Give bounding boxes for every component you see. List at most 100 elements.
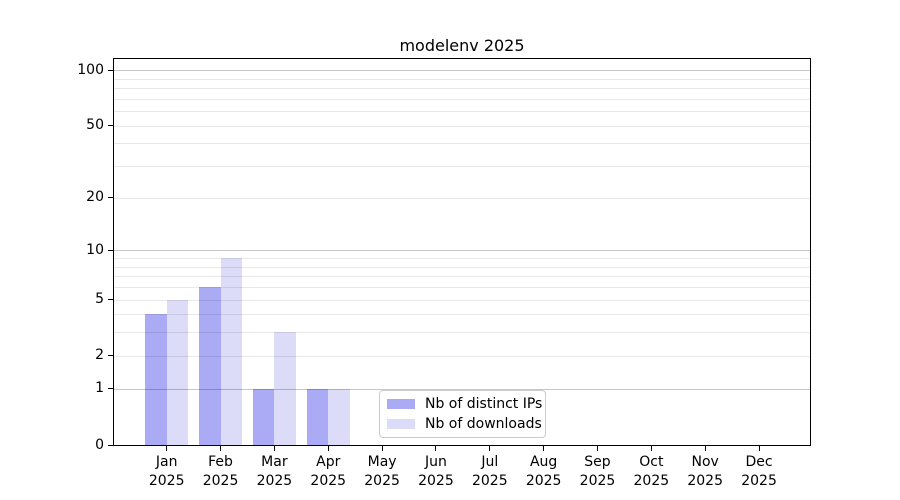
x-axis-tick-label: Oct 2025 xyxy=(621,453,681,491)
y-axis-tick-label: 10 xyxy=(86,241,104,258)
x-label-year: 2025 xyxy=(579,473,616,489)
x-axis-tick-label: Jan 2025 xyxy=(137,453,197,491)
bar-distinct-ips-feb xyxy=(199,286,221,445)
x-label-month: May xyxy=(367,454,397,470)
bar-downloads-mar xyxy=(274,332,296,445)
gridline-minor xyxy=(114,286,810,288)
x-axis-tick xyxy=(597,446,598,451)
gridline-minor xyxy=(114,98,810,100)
bar-downloads-jan xyxy=(166,299,189,445)
x-label-month: Feb xyxy=(208,454,233,470)
x-label-month: Dec xyxy=(745,454,773,470)
x-axis-tick xyxy=(758,446,760,451)
plot-canvas xyxy=(114,59,810,445)
bar-distinct-ips-jan xyxy=(145,314,167,445)
legend: Nb of distinct IPs Nb of downloads xyxy=(379,390,546,438)
x-label-month: Jul xyxy=(481,454,499,470)
y-axis-tick xyxy=(108,249,113,251)
chart-title: modelenv 2025 xyxy=(399,36,525,55)
gridline-minor xyxy=(114,88,810,90)
y-axis-tick-label: 2 xyxy=(95,347,104,364)
x-axis-tick xyxy=(543,446,545,451)
x-label-month: Mar xyxy=(261,454,288,470)
legend-swatch-downloads xyxy=(387,419,415,429)
gridline-major xyxy=(114,70,810,72)
gridline-minor xyxy=(114,332,810,334)
y-axis-tick-label: 1 xyxy=(95,380,104,397)
x-axis-tick xyxy=(650,446,652,451)
x-axis-tick xyxy=(327,446,329,451)
x-axis-tick-label: Sep 2025 xyxy=(568,453,628,491)
x-label-year: 2025 xyxy=(364,473,400,489)
gridline-major xyxy=(114,250,810,252)
y-axis-tick xyxy=(108,355,113,357)
legend-item-distinct-ips: Nb of distinct IPs xyxy=(380,394,545,414)
x-axis-tick xyxy=(489,446,491,451)
gridline-minor xyxy=(114,314,810,316)
gridline-minor xyxy=(114,355,810,357)
gridline-minor xyxy=(114,111,810,113)
x-label-year: 2025 xyxy=(633,473,670,489)
y-axis-tick-label: 0 xyxy=(95,436,104,453)
x-axis-tick-label: May 2025 xyxy=(352,453,412,491)
y-axis-tick xyxy=(108,299,113,300)
bar-downloads-apr xyxy=(328,388,350,445)
gridline-minor xyxy=(114,78,810,80)
x-label-month: Apr xyxy=(316,454,341,470)
x-label-year: 2025 xyxy=(741,473,777,489)
x-axis-tick-label: Jun 2025 xyxy=(406,453,466,491)
x-label-month: Sep xyxy=(584,454,611,470)
gridline-minor xyxy=(114,266,810,268)
gridline-minor xyxy=(114,143,810,145)
x-axis-tick xyxy=(273,446,275,451)
y-axis-tick xyxy=(108,444,113,446)
x-axis-tick-label: Mar 2025 xyxy=(244,453,304,491)
x-axis-tick xyxy=(435,446,437,451)
x-axis-tick xyxy=(381,446,383,451)
y-axis-tick-label: 5 xyxy=(95,291,104,307)
x-axis-tick-label: Dec 2025 xyxy=(729,453,789,491)
x-axis-tick xyxy=(220,446,222,451)
x-axis-tick-label: Feb 2025 xyxy=(191,453,251,491)
x-label-year: 2025 xyxy=(310,473,347,489)
legend-label-downloads: Nb of downloads xyxy=(425,416,542,432)
bar-distinct-ips-apr xyxy=(306,388,329,445)
bar-downloads-feb xyxy=(220,258,243,445)
x-label-month: Oct xyxy=(639,454,664,470)
x-axis-tick-label: Jul 2025 xyxy=(460,453,520,491)
y-axis-tick xyxy=(108,125,113,127)
x-label-year: 2025 xyxy=(471,473,508,489)
x-label-year: 2025 xyxy=(418,473,454,489)
gridline-minor xyxy=(114,166,810,168)
gridline-major xyxy=(114,388,810,390)
gridline-minor xyxy=(114,197,810,199)
x-label-year: 2025 xyxy=(256,473,293,489)
x-axis-tick-label: Apr 2025 xyxy=(298,453,358,491)
x-label-month: Jun xyxy=(425,454,447,470)
gridline-minor xyxy=(114,299,810,301)
legend-item-downloads: Nb of downloads xyxy=(380,414,545,434)
y-axis-tick xyxy=(108,197,113,199)
x-axis-tick-label: Nov 2025 xyxy=(675,453,735,491)
gridline-minor xyxy=(114,258,810,260)
x-label-year: 2025 xyxy=(202,473,239,489)
y-axis-tick xyxy=(108,69,113,71)
x-label-year: 2025 xyxy=(687,473,723,489)
x-axis-tick-label: Aug 2025 xyxy=(514,453,574,491)
gridline-minor xyxy=(114,276,810,278)
bar-distinct-ips-mar xyxy=(252,388,275,445)
x-label-year: 2025 xyxy=(148,473,185,489)
x-label-year: 2025 xyxy=(525,473,562,489)
x-label-month: Jan xyxy=(155,454,178,470)
plot-area: Nb of distinct IPs Nb of downloads xyxy=(113,58,811,446)
y-axis-tick xyxy=(108,388,113,390)
y-axis-tick-label: 20 xyxy=(86,189,104,206)
x-label-month: Aug xyxy=(529,454,558,470)
x-axis-tick xyxy=(704,446,706,451)
y-axis-tick-label: 100 xyxy=(77,61,104,78)
legend-swatch-distinct-ips xyxy=(387,399,415,409)
gridline-minor xyxy=(114,125,810,127)
x-axis-tick xyxy=(166,446,168,451)
legend-label-distinct-ips: Nb of distinct IPs xyxy=(425,396,543,412)
